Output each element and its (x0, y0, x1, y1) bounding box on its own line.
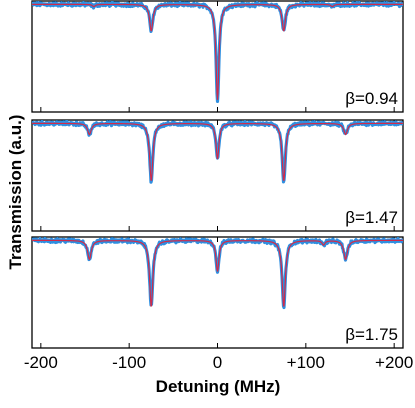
x-axis-title: Detuning (MHz) (156, 377, 281, 396)
panel-2: β=1.47 (31, 119, 404, 232)
panel-beta-label: β=1.75 (345, 325, 398, 344)
panel-series (32, 1, 403, 104)
fit-line (32, 239, 403, 307)
measured-data-line (32, 1, 403, 104)
x-axis: -200 -100 0 +100 +200 (24, 353, 413, 372)
panels-group: β=0.94 β=1.47 β=1.75 (31, 0, 404, 349)
panel-beta-label: β=0.94 (345, 89, 398, 108)
y-axis-title: Transmission (a.u.) (6, 115, 25, 270)
panel-beta-label: β=1.47 (345, 208, 398, 227)
panel-3: β=1.75 (31, 236, 404, 349)
x-tick-label: -100 (112, 353, 146, 372)
panel-series (32, 237, 403, 310)
panel-1: β=0.94 (31, 0, 404, 113)
x-tick-label: -200 (24, 353, 58, 372)
x-tick-label: +100 (287, 353, 325, 372)
x-tick-label: 0 (213, 353, 222, 372)
x-tick-label: +200 (375, 353, 413, 372)
measured-data-line (32, 237, 403, 310)
fit-line (32, 122, 403, 181)
fit-line (32, 3, 403, 100)
panel-series (32, 120, 403, 184)
